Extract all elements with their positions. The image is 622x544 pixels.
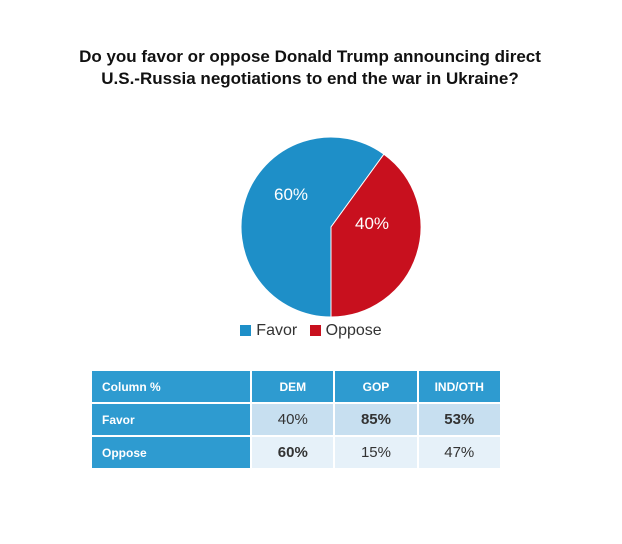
table-header-cell: IND/OTH [418, 371, 502, 404]
pie-label-favor: 60% [274, 185, 308, 204]
legend: Favor Oppose [0, 322, 622, 340]
chart-title-line-2: U.S.-Russia negotiations to end the war … [101, 69, 519, 88]
chart-title: Do you favor or oppose Donald Trump anno… [40, 46, 580, 90]
table-cell: 60% [252, 437, 336, 470]
table-cell: 47% [418, 437, 502, 470]
legend-swatch-oppose [309, 325, 321, 336]
legend-label-favor: Favor [256, 322, 298, 339]
chart-title-line-1: Do you favor or oppose Donald Trump anno… [79, 47, 541, 66]
table-row-label: Favor [92, 404, 253, 437]
table-cell: 15% [335, 437, 419, 470]
pie-slice-oppose [330, 153, 422, 318]
table-cell: 53% [418, 404, 502, 437]
table-row: Oppose 60% 15% 47% [92, 437, 502, 470]
table-header-row: Column % DEM GOP IND/OTH [92, 371, 502, 404]
table-cell: 85% [335, 404, 419, 437]
table-header-cell: DEM [252, 371, 336, 404]
legend-item-favor: Favor [240, 322, 297, 340]
table-cell: 40% [252, 404, 336, 437]
pie-label-oppose: 40% [355, 214, 389, 233]
crosstab-table: Column % DEM GOP IND/OTH Favor 40% 85% 5… [92, 371, 502, 470]
table-row-label: Oppose [92, 437, 253, 470]
table-header-cell: Column % [92, 371, 253, 404]
pie-chart: 60% 40% [240, 136, 422, 318]
legend-label-oppose: Oppose [325, 322, 382, 339]
table-row: Favor 40% 85% 53% [92, 404, 502, 437]
legend-item-oppose: Oppose [309, 322, 382, 340]
pie-slice-favor [240, 136, 385, 318]
legend-swatch-favor [240, 325, 252, 336]
table-header-cell: GOP [335, 371, 419, 404]
